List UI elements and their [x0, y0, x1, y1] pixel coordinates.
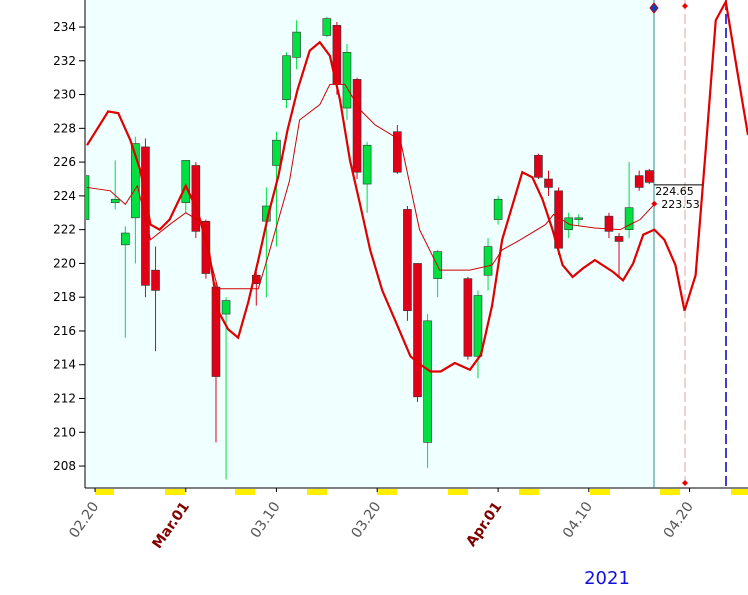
- candle-body: [634, 175, 644, 188]
- candle-body: [181, 160, 191, 203]
- y-tick-label: 230: [53, 88, 76, 102]
- y-tick-label: 212: [53, 392, 76, 406]
- candle-body: [624, 207, 634, 230]
- line-series: [86, 0, 748, 373]
- candle-body: [644, 170, 654, 183]
- candle-body: [201, 220, 211, 274]
- y-tick-label: 224: [53, 189, 76, 203]
- candle-body: [272, 139, 281, 166]
- marker: [649, 2, 659, 14]
- y-tick-label: 216: [53, 324, 76, 338]
- candle-body: [86, 175, 90, 220]
- candle-body: [322, 18, 332, 36]
- x-tick-label: Apr.01: [463, 499, 505, 550]
- candle-body: [191, 165, 201, 232]
- marker: [682, 480, 688, 486]
- candle-body: [221, 300, 231, 315]
- y-tick-label: 208: [53, 459, 76, 473]
- y-tick-label: 220: [53, 256, 76, 270]
- candle-body: [544, 178, 553, 188]
- y-tick-label: 226: [53, 155, 76, 169]
- x-tick-label: 04.10: [560, 499, 596, 541]
- year-label: 2021: [584, 568, 630, 589]
- y-tick-label: 214: [53, 358, 76, 372]
- candle-body: [463, 278, 473, 357]
- candle-body: [423, 320, 432, 443]
- marker: [682, 3, 688, 9]
- y-tick-label: 228: [53, 121, 76, 135]
- x-tick-label: 03.20: [348, 499, 384, 541]
- candle-body: [292, 31, 301, 58]
- y-tick-label: 218: [53, 290, 76, 304]
- last-average-marker: [651, 200, 658, 207]
- candle-body: [151, 269, 160, 291]
- y-tick-label: 234: [53, 20, 76, 34]
- candle-body: [574, 217, 584, 220]
- candle-body: [493, 198, 503, 220]
- candle-body: [393, 131, 402, 173]
- candle-body: [534, 155, 543, 178]
- candle-body: [342, 52, 352, 109]
- candle-body: [413, 263, 422, 398]
- candle-body: [473, 295, 483, 357]
- candle-body: [251, 274, 261, 284]
- candle-body: [614, 236, 624, 242]
- last-average-label: 223.53: [661, 198, 700, 211]
- x-tick-label: 03.10: [248, 499, 284, 541]
- x-tick-label: 04.20: [661, 499, 697, 541]
- last-price-label: 224.65: [655, 185, 694, 198]
- x-tick-label: 02.20: [66, 499, 102, 541]
- candle-body: [604, 215, 614, 232]
- candle-body: [110, 198, 120, 203]
- candle-body: [403, 209, 412, 311]
- candle-body: [483, 246, 493, 276]
- candle-body: [211, 286, 221, 377]
- candle-body: [282, 55, 291, 100]
- y-tick-label: 222: [53, 223, 76, 237]
- y-tick-label: 232: [53, 54, 76, 68]
- candle-body: [352, 79, 362, 173]
- y-tick-label: 210: [53, 425, 76, 439]
- candle-body: [121, 232, 130, 246]
- candle-body: [131, 143, 140, 219]
- line-series: [86, 83, 655, 290]
- x-tick-label: Mar.01: [149, 499, 193, 552]
- time-bar: [95, 489, 748, 495]
- candle-body: [362, 144, 372, 185]
- plot: [86, 0, 748, 480]
